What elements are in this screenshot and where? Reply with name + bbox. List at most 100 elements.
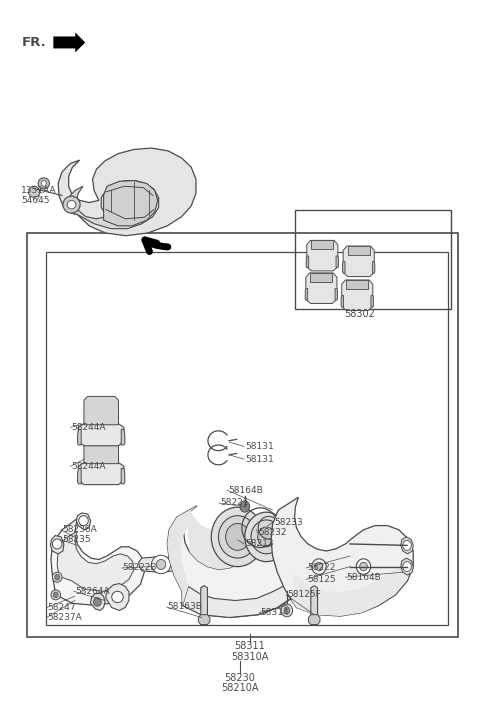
Polygon shape — [401, 537, 413, 554]
Text: 58164B: 58164B — [228, 486, 263, 495]
Polygon shape — [76, 513, 91, 530]
Text: 58222: 58222 — [307, 564, 336, 572]
Polygon shape — [84, 435, 119, 464]
Text: FR.: FR. — [22, 35, 47, 48]
Polygon shape — [121, 469, 125, 484]
Ellipse shape — [218, 515, 257, 558]
Text: 58264A: 58264A — [75, 587, 109, 596]
Text: 58125F: 58125F — [287, 591, 321, 599]
Text: 58235: 58235 — [62, 535, 91, 545]
Text: 58236A: 58236A — [62, 525, 96, 535]
Polygon shape — [51, 515, 144, 605]
Ellipse shape — [211, 507, 264, 566]
Polygon shape — [347, 280, 368, 289]
Polygon shape — [292, 563, 412, 616]
Polygon shape — [68, 181, 158, 229]
Polygon shape — [167, 506, 297, 618]
Ellipse shape — [240, 501, 250, 512]
Ellipse shape — [403, 562, 411, 571]
Ellipse shape — [112, 591, 123, 603]
Polygon shape — [58, 148, 196, 235]
Polygon shape — [401, 558, 413, 575]
Polygon shape — [311, 586, 318, 622]
Ellipse shape — [152, 555, 170, 574]
Text: 58311: 58311 — [234, 642, 265, 652]
Text: 58125: 58125 — [307, 575, 336, 584]
Polygon shape — [306, 256, 309, 267]
Polygon shape — [28, 186, 40, 198]
Polygon shape — [343, 246, 374, 277]
Ellipse shape — [55, 574, 60, 580]
Ellipse shape — [51, 590, 60, 600]
Bar — [27, 233, 458, 637]
Ellipse shape — [52, 539, 62, 549]
Polygon shape — [343, 262, 345, 273]
Text: 58210A: 58210A — [221, 683, 259, 693]
Polygon shape — [201, 586, 207, 622]
Ellipse shape — [53, 592, 58, 598]
Text: 58221: 58221 — [220, 498, 248, 508]
Ellipse shape — [245, 512, 288, 562]
Text: 58163B: 58163B — [167, 603, 202, 611]
Ellipse shape — [258, 527, 275, 547]
Bar — [46, 252, 448, 625]
Ellipse shape — [94, 598, 101, 606]
Text: 58222B: 58222B — [123, 564, 157, 572]
Polygon shape — [84, 396, 119, 425]
Polygon shape — [53, 33, 85, 52]
Polygon shape — [91, 593, 105, 610]
Text: 58232: 58232 — [258, 528, 287, 537]
Polygon shape — [139, 557, 182, 572]
Polygon shape — [198, 615, 210, 625]
Ellipse shape — [312, 559, 326, 574]
Text: 58230: 58230 — [225, 673, 255, 683]
Text: 58302: 58302 — [344, 309, 375, 319]
Polygon shape — [182, 584, 296, 618]
Text: 58314: 58314 — [260, 608, 289, 617]
Polygon shape — [78, 423, 124, 446]
Text: 58131: 58131 — [245, 454, 274, 464]
Polygon shape — [335, 289, 337, 300]
Polygon shape — [78, 430, 81, 445]
Polygon shape — [106, 584, 129, 610]
Polygon shape — [271, 497, 413, 616]
Bar — [295, 210, 451, 308]
Polygon shape — [309, 615, 320, 625]
Polygon shape — [312, 240, 333, 249]
Ellipse shape — [38, 178, 49, 189]
Text: 58233: 58233 — [275, 518, 303, 527]
Text: 1351AA: 1351AA — [21, 186, 56, 195]
Polygon shape — [78, 462, 124, 485]
Polygon shape — [307, 240, 338, 271]
Text: 58164B: 58164B — [346, 573, 381, 581]
Polygon shape — [342, 280, 373, 311]
Text: 58237A: 58237A — [48, 613, 83, 622]
Polygon shape — [371, 296, 373, 307]
Polygon shape — [341, 296, 344, 307]
Ellipse shape — [356, 559, 371, 574]
Ellipse shape — [281, 604, 293, 617]
Polygon shape — [167, 500, 287, 605]
Ellipse shape — [79, 515, 88, 525]
Ellipse shape — [226, 523, 250, 550]
Ellipse shape — [156, 559, 166, 569]
Text: 58213: 58213 — [245, 540, 274, 549]
Polygon shape — [78, 469, 81, 484]
Text: 58244A: 58244A — [72, 423, 106, 432]
Ellipse shape — [284, 607, 290, 614]
Ellipse shape — [315, 562, 323, 571]
Polygon shape — [104, 181, 157, 226]
Polygon shape — [348, 246, 370, 255]
Polygon shape — [372, 262, 375, 273]
Text: 54645: 54645 — [21, 196, 49, 205]
Ellipse shape — [360, 562, 367, 571]
Text: 58244A: 58244A — [72, 462, 106, 471]
Ellipse shape — [63, 196, 80, 213]
Ellipse shape — [403, 540, 411, 550]
Polygon shape — [306, 273, 337, 303]
Polygon shape — [57, 531, 134, 591]
Ellipse shape — [41, 181, 46, 186]
Ellipse shape — [251, 520, 282, 554]
Ellipse shape — [67, 201, 76, 209]
Text: 58131: 58131 — [245, 442, 274, 451]
